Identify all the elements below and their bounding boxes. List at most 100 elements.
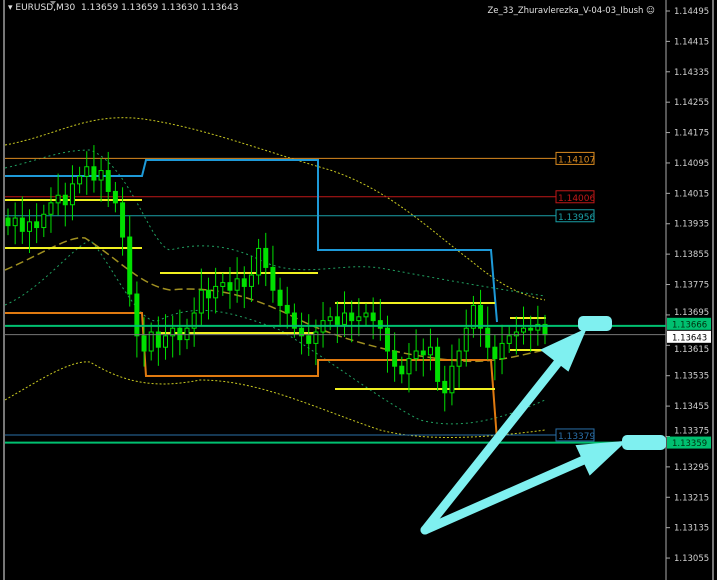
candle-body (191, 312, 197, 329)
level-label-box (555, 190, 595, 204)
candle-body (349, 312, 355, 322)
y-tick-label: 1.13215 (674, 493, 709, 503)
level-label: 1.13956 (558, 213, 595, 223)
candles (5, 145, 548, 412)
candle-body (463, 327, 469, 352)
candle-body (535, 323, 541, 331)
candle-body (306, 335, 312, 344)
arrow-head (540, 327, 587, 372)
axis-price-label: 1.13359 (672, 439, 707, 449)
candle-body (277, 289, 283, 306)
candle-body (263, 247, 269, 268)
candle-body (499, 342, 505, 360)
y-tick-label: 1.14335 (674, 68, 709, 78)
candle-body (148, 331, 154, 352)
price-axis[interactable]: 1.14495 1.14415 1.14335 1.14255 1.14175 1.140… (666, 7, 709, 564)
y-tick-label: 1.14015 (674, 189, 709, 199)
candle-body (470, 304, 476, 329)
level-label-box (555, 151, 595, 165)
candle-body (270, 266, 276, 291)
level-label-box (555, 428, 595, 442)
candle-body (26, 221, 32, 232)
candle-body (177, 327, 183, 341)
candle-body (442, 380, 448, 394)
candle-body (120, 202, 126, 238)
candle-body (478, 304, 484, 329)
highlight-marker (622, 435, 666, 450)
candle-body (356, 316, 362, 322)
candle-body (291, 312, 297, 329)
candle-body (62, 194, 68, 206)
candle-body (227, 282, 233, 291)
upper-envelope-yellow (4, 117, 546, 301)
candle-body (127, 236, 133, 295)
y-tick-label: 1.13775 (674, 281, 709, 291)
candle-body (141, 335, 147, 352)
candle-body (241, 278, 247, 287)
axis-price-badge (667, 317, 711, 330)
collapse-triangle-icon[interactable]: ▾ (8, 3, 13, 13)
shift-marker-icon[interactable] (50, 1, 56, 5)
candle-body (299, 327, 305, 337)
candle-body (427, 346, 433, 356)
axis-price-label: 1.13666 (672, 320, 707, 330)
candle-body (334, 316, 340, 325)
axis-price-badge (667, 330, 711, 343)
y-tick-label: 1.14175 (674, 129, 709, 139)
candle-body (485, 327, 491, 348)
candle-body (19, 217, 25, 232)
candle-body (406, 358, 412, 375)
candle-body (327, 316, 333, 322)
candle-body (284, 304, 290, 314)
candle-body (506, 335, 512, 344)
candle-body (399, 365, 405, 375)
candle-body (5, 217, 11, 227)
candle-body (377, 320, 383, 329)
y-tick-label: 1.13695 (674, 308, 709, 318)
candle-body (392, 350, 398, 367)
level-label: 1.14107 (558, 155, 595, 165)
lower-envelope-yellow (4, 361, 546, 438)
candle-body (256, 247, 262, 276)
axis-price-badge (667, 436, 711, 449)
y-tick-label: 1.13855 (674, 250, 709, 260)
candle-body (12, 217, 18, 227)
price-axis-labels: 1.13666 1.13643 1.13359 (5, 317, 711, 449)
ohlc-values: 1.13659 1.13659 1.13630 1.13643 (80, 3, 239, 13)
candle-body (370, 312, 376, 322)
horizontal-levels: 1.14107 1.14006 1.13956 1.13379 (5, 151, 595, 442)
y-tick-label: 1.13375 (674, 427, 709, 437)
level-label: 1.13379 (558, 432, 595, 442)
y-tick-label: 1.13455 (674, 402, 709, 412)
axis-price-label: 1.13643 (672, 333, 707, 343)
candle-body (55, 194, 61, 204)
y-tick-label: 1.14095 (674, 159, 709, 169)
candle-body (91, 166, 97, 181)
candle-body (163, 335, 169, 348)
y-tick-label: 1.14415 (674, 37, 709, 47)
candle-body (342, 312, 348, 325)
candle-body (205, 289, 211, 299)
y-tick-label: 1.14495 (674, 7, 709, 17)
arrow-shaft (420, 355, 565, 535)
highlight-marker (578, 316, 612, 331)
orange-step-line (5, 312, 498, 441)
symbol-label: EURUSD,M30 (15, 3, 76, 13)
candle-body (384, 327, 390, 352)
indicator-label: Ze_33_Zhuravlerezka_V-04-03_Ibush (487, 6, 644, 16)
candle-body (456, 350, 462, 367)
candle-body (413, 350, 419, 360)
candle-body (34, 221, 40, 229)
candle-body (449, 365, 455, 394)
y-tick-label: 1.13935 (674, 220, 709, 230)
y-tick-label: 1.13135 (674, 524, 709, 534)
candle-body (134, 293, 140, 337)
candle-body (435, 346, 441, 382)
candle-body (170, 327, 176, 337)
candle-body (77, 175, 83, 185)
candle-body (521, 327, 527, 333)
candle-body (48, 202, 54, 215)
candle-body (248, 274, 254, 287)
